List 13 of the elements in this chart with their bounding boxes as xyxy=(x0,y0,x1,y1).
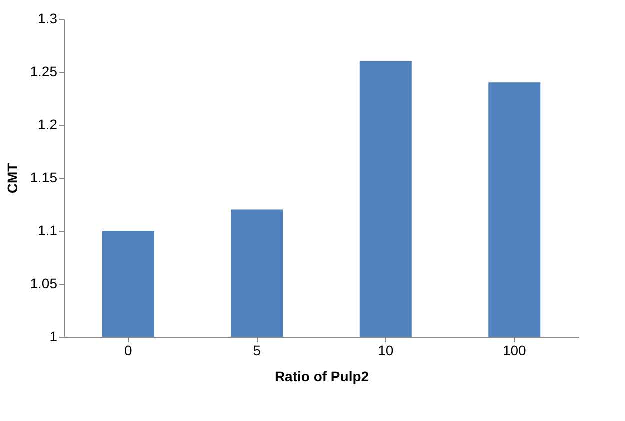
x-tick-label: 10 xyxy=(378,342,394,358)
y-tick-label: 1.15 xyxy=(30,170,58,186)
y-tick-label: 1 xyxy=(50,328,58,344)
y-tick-label: 1.05 xyxy=(30,276,58,292)
y-tick-label: 1.1 xyxy=(38,222,58,238)
y-tick-label: 1.3 xyxy=(38,10,58,26)
y-axis-title: CMT xyxy=(4,162,20,194)
x-tick-label: 100 xyxy=(502,342,527,358)
y-tick-label: 1.2 xyxy=(38,116,58,132)
y-tick-label: 1.25 xyxy=(30,64,58,80)
x-tick-label: 0 xyxy=(124,342,132,358)
x-axis-title: Ratio of Pulp2 xyxy=(274,368,370,384)
x-tick-label: 5 xyxy=(253,342,262,358)
